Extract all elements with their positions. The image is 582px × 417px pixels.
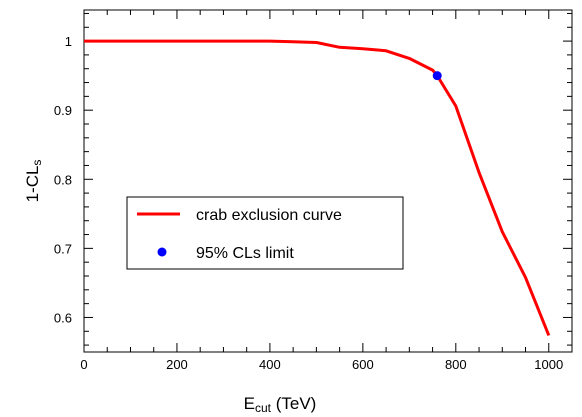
plot-frame [83, 9, 573, 353]
x-tick-label: 1000 [534, 357, 563, 372]
y-tick-label: 0.9 [54, 103, 72, 118]
legend-label-curve: crab exclusion curve [196, 207, 342, 224]
y-axis-title-sub: s [30, 160, 44, 166]
legend-label-limit: 95% CLs limit [196, 245, 294, 262]
y-axis-title: 1-CLs [23, 160, 44, 203]
x-tick-label: 0 [80, 357, 87, 372]
y-tick-label: 0.8 [54, 172, 72, 187]
y-axis-title-main: 1-CL [23, 166, 42, 203]
x-axis-title-unit: (TeV) [271, 394, 316, 413]
x-tick-label: 600 [352, 357, 374, 372]
axis-ticks: 0 200 400 600 800 1000 0.6 0.7 0.8 0.9 1 [54, 10, 573, 372]
y-tick-label: 0.6 [54, 310, 72, 325]
exclusion-curve-line [84, 39, 551, 336]
x-tick-label: 800 [445, 357, 467, 372]
x-tick-label: 200 [166, 357, 188, 372]
x-tick-label: 400 [259, 357, 281, 372]
data-marks [84, 39, 551, 336]
x-axis-title-sub: cut [255, 401, 272, 415]
x-axis-title-main: E [244, 394, 255, 413]
y-tick-label: 0.7 [54, 241, 72, 256]
legend-point-swatch [157, 247, 167, 257]
legend: crab exclusion curve 95% CLs limit [126, 196, 404, 270]
cls-limit-point [432, 71, 442, 81]
x-axis-title: Ecut (TeV) [244, 394, 317, 415]
legend-box [126, 196, 404, 270]
y-tick-label: 1 [65, 34, 72, 49]
